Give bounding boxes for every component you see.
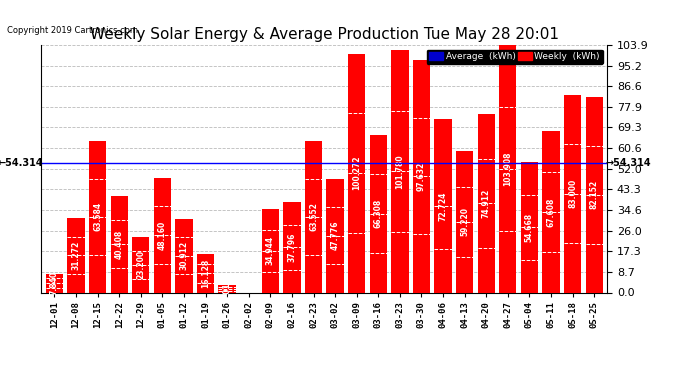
Text: 47.776: 47.776: [331, 221, 339, 251]
Text: ←54.314: ←54.314: [0, 158, 43, 168]
Bar: [219, 285, 236, 292]
Text: 40.408: 40.408: [115, 230, 124, 259]
Text: 97.632: 97.632: [417, 162, 426, 191]
Bar: [456, 152, 473, 292]
Bar: [500, 45, 517, 292]
Bar: [435, 119, 452, 292]
Text: 72.724: 72.724: [439, 191, 448, 220]
Bar: [305, 141, 322, 292]
Text: 7.840: 7.840: [50, 271, 59, 295]
Bar: [348, 54, 365, 292]
Text: 54.668: 54.668: [525, 213, 534, 242]
Bar: [413, 60, 430, 292]
Text: 66.308: 66.308: [374, 199, 383, 228]
Text: 30.912: 30.912: [179, 241, 188, 270]
Bar: [521, 162, 538, 292]
Text: 48.160: 48.160: [158, 220, 167, 250]
Bar: [564, 95, 581, 292]
Bar: [89, 141, 106, 292]
Text: Copyright 2019 Cartronics.com: Copyright 2019 Cartronics.com: [7, 26, 138, 35]
Bar: [586, 97, 603, 292]
Text: →54.314: →54.314: [605, 158, 651, 168]
Text: 83.000: 83.000: [568, 179, 577, 208]
Bar: [154, 178, 171, 292]
Text: 100.272: 100.272: [352, 156, 361, 190]
Text: 59.220: 59.220: [460, 207, 469, 237]
Text: 23.200: 23.200: [136, 250, 145, 279]
Text: 74.912: 74.912: [482, 189, 491, 218]
Bar: [197, 254, 214, 292]
Text: 16.128: 16.128: [201, 259, 210, 288]
Bar: [477, 114, 495, 292]
Text: 63.584: 63.584: [93, 202, 102, 231]
Text: 63.552: 63.552: [309, 202, 318, 231]
Text: 101.780: 101.780: [395, 154, 404, 189]
Bar: [175, 219, 193, 292]
Text: 103.908: 103.908: [504, 152, 513, 186]
Text: 37.796: 37.796: [288, 233, 297, 262]
Bar: [132, 237, 149, 292]
Bar: [370, 135, 387, 292]
Bar: [391, 50, 408, 292]
Bar: [262, 209, 279, 292]
Text: 67.608: 67.608: [546, 197, 555, 226]
Bar: [284, 202, 301, 292]
Text: 31.272: 31.272: [72, 241, 81, 270]
Text: 3.012: 3.012: [223, 277, 232, 301]
Bar: [326, 179, 344, 292]
Title: Weekly Solar Energy & Average Production Tue May 28 20:01: Weekly Solar Energy & Average Production…: [90, 27, 559, 42]
Bar: [68, 218, 85, 292]
Text: 34.944: 34.944: [266, 236, 275, 266]
Bar: [46, 274, 63, 292]
Bar: [542, 132, 560, 292]
Text: 82.152: 82.152: [590, 180, 599, 209]
Bar: [110, 196, 128, 292]
Legend: Average  (kWh), Weekly  (kWh): Average (kWh), Weekly (kWh): [426, 50, 602, 64]
